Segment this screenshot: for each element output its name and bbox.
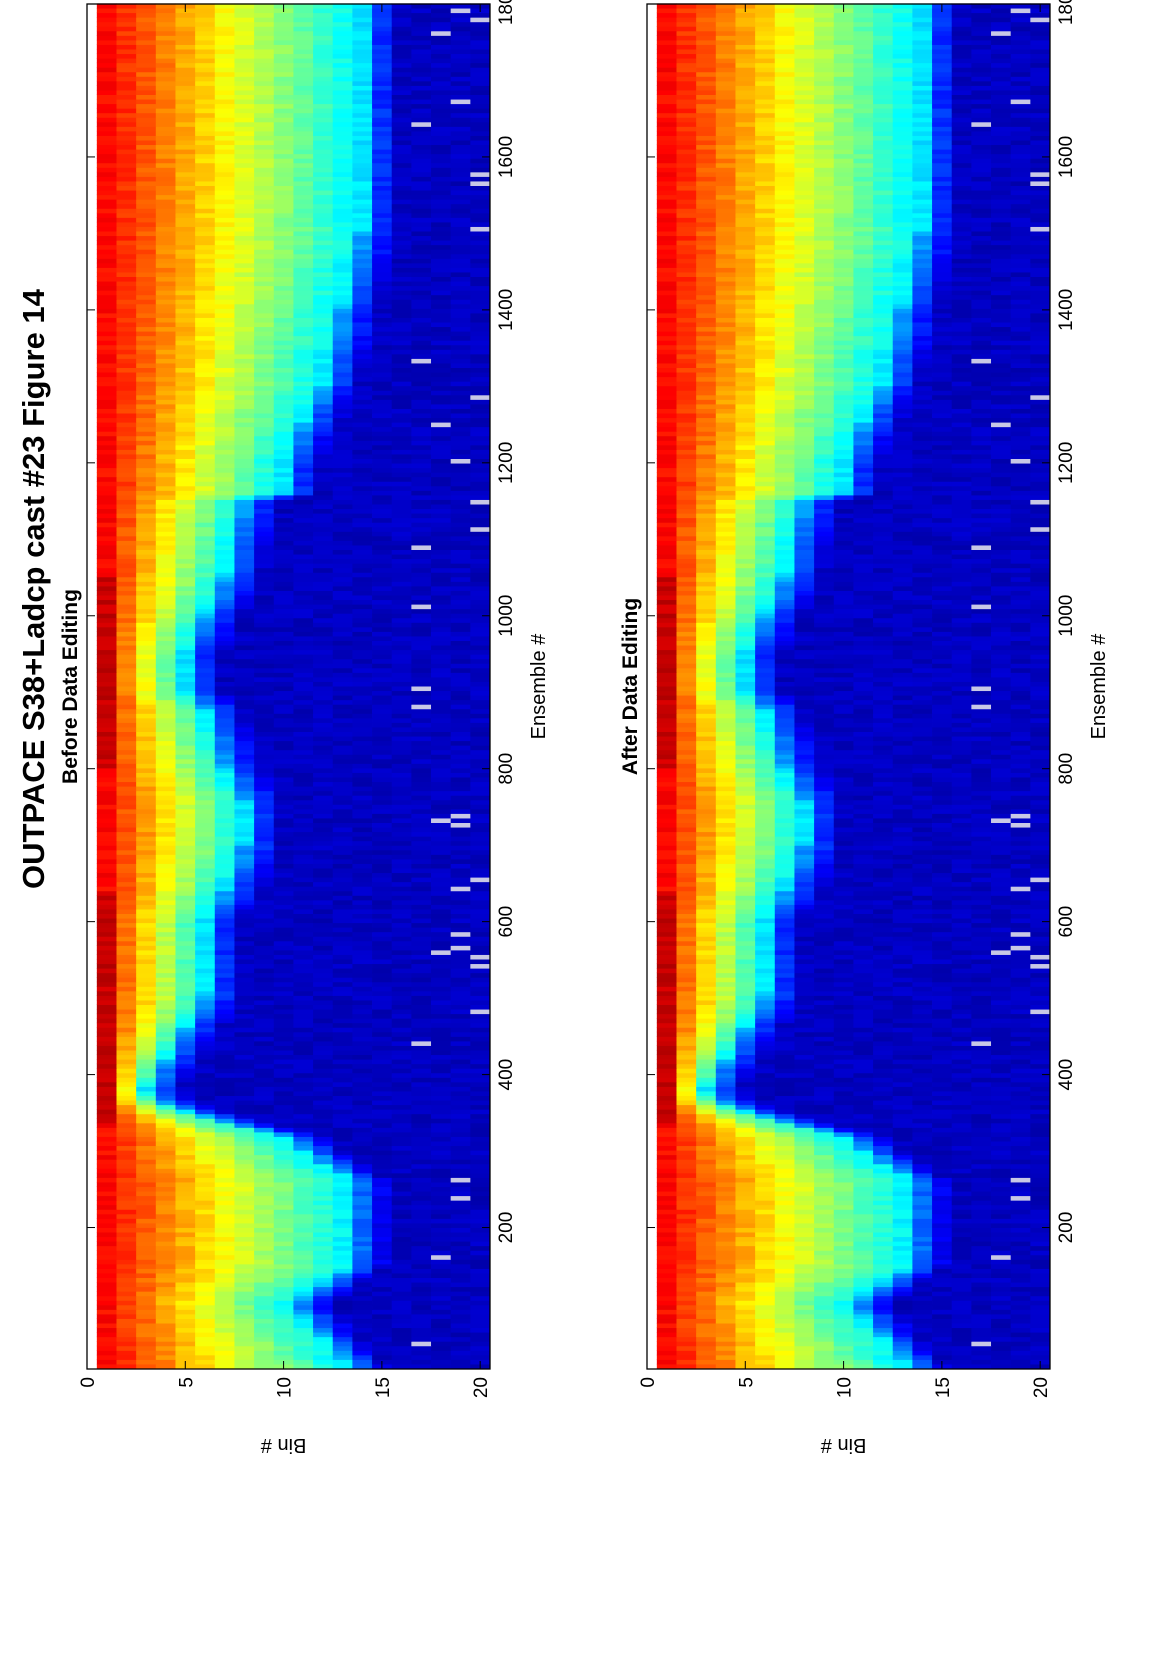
x-tick-label: 1200 xyxy=(496,442,517,484)
heatmap-cells xyxy=(96,3,491,1369)
y-tick-label: 15 xyxy=(933,1377,954,1398)
heatmap-panel-after: 200 400 600 800 1000 1200 1400 1600 1800 0 5 10 15 2… xyxy=(619,0,1110,1456)
y-axis-label: Bin # xyxy=(260,1434,306,1456)
x-axis-label: Ensemble # xyxy=(1088,633,1110,739)
figure-title: OUTPACE S38+Ladcp cast #23 Figure 14 xyxy=(16,288,51,889)
y-tick-label: 15 xyxy=(373,1377,394,1398)
x-axis-label: Ensemble # xyxy=(528,633,550,739)
y-tick-label: 0 xyxy=(638,1377,659,1388)
plot-frame xyxy=(646,3,1051,1370)
x-tick-label: 1400 xyxy=(1056,289,1077,331)
y-tick-label: 0 xyxy=(78,1377,99,1388)
y-tick-label: 5 xyxy=(176,1377,197,1388)
x-tick-label: 1400 xyxy=(496,289,517,331)
panel-title: After Data Editing xyxy=(619,598,642,775)
y-tick-label: 20 xyxy=(471,1377,492,1398)
y-axis-label: Bin # xyxy=(820,1434,866,1456)
x-tick-label: 1000 xyxy=(496,595,517,637)
y-axis: 0 5 10 15 20 xyxy=(78,4,492,1398)
x-tick-label: 1000 xyxy=(1056,595,1077,637)
y-tick-label: 5 xyxy=(736,1377,757,1388)
x-tick-label: 600 xyxy=(496,906,517,938)
x-tick-label: 400 xyxy=(496,1059,517,1091)
x-tick-label: 800 xyxy=(496,753,517,785)
x-tick-label: 1600 xyxy=(496,136,517,178)
heatmap-cells xyxy=(656,3,1051,1369)
x-tick-label: 1800 xyxy=(1056,0,1077,25)
panel-title: Before Data Editing xyxy=(59,589,82,784)
x-tick-label: 1600 xyxy=(1056,136,1077,178)
y-axis: 0 5 10 15 20 xyxy=(638,4,1052,1398)
x-tick-label: 200 xyxy=(496,1212,517,1244)
plot-frame xyxy=(86,3,491,1370)
y-tick-label: 20 xyxy=(1031,1377,1052,1398)
x-tick-label: 200 xyxy=(1056,1212,1077,1244)
y-tick-label: 10 xyxy=(275,1377,296,1398)
x-tick-label: 400 xyxy=(1056,1059,1077,1091)
x-axis: 200 400 600 800 1000 1200 1400 1600 1800 xyxy=(647,0,1077,1243)
x-axis: 200 400 600 800 1000 1200 1400 1600 1800 xyxy=(87,0,517,1243)
x-tick-label: 1200 xyxy=(1056,442,1077,484)
x-tick-label: 800 xyxy=(1056,753,1077,785)
heatmap-panel-before: 200 400 600 800 1000 1200 1400 1600 1800 0 5 10 15 2… xyxy=(59,0,550,1456)
y-tick-label: 10 xyxy=(835,1377,856,1398)
x-tick-label: 600 xyxy=(1056,906,1077,938)
x-tick-label: 1800 xyxy=(496,0,517,25)
